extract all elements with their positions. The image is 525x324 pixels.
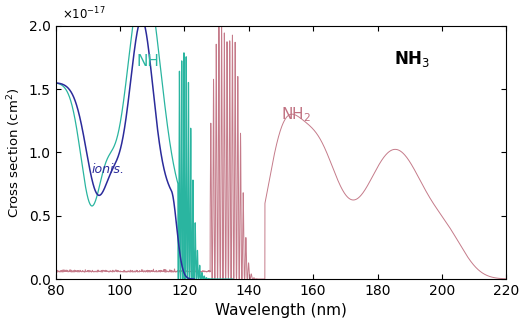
Y-axis label: Cross section (cm$^2$): Cross section (cm$^2$): [6, 87, 23, 218]
Text: $\times 10^{-17}$: $\times 10^{-17}$: [62, 6, 106, 22]
X-axis label: Wavelength (nm): Wavelength (nm): [215, 304, 347, 318]
Text: NH: NH: [136, 54, 160, 69]
Text: ionis.: ionis.: [92, 163, 124, 176]
Text: NH$_3$: NH$_3$: [394, 49, 429, 69]
Text: NH$_2$: NH$_2$: [281, 106, 311, 124]
